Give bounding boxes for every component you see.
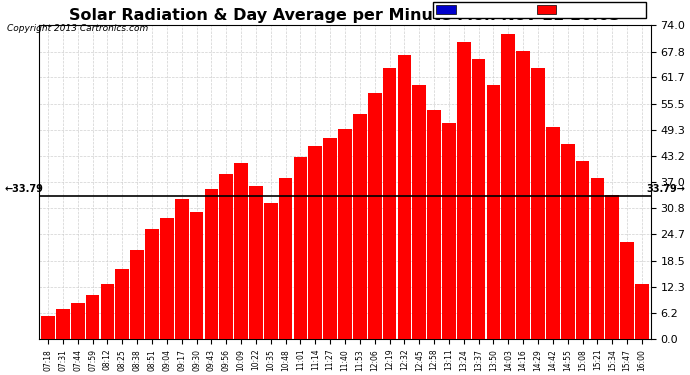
Text: Copyright 2013 Cartronics.com: Copyright 2013 Cartronics.com — [7, 24, 148, 33]
Text: 33.79→: 33.79→ — [647, 184, 685, 194]
Bar — [502, 34, 515, 339]
Bar — [620, 242, 634, 339]
Bar — [442, 123, 456, 339]
Bar — [338, 129, 352, 339]
Bar — [308, 146, 322, 339]
Bar — [635, 284, 649, 339]
Bar — [427, 110, 441, 339]
Bar — [383, 68, 396, 339]
Title: Solar Radiation & Day Average per Minute Mon Nov 11 16:03: Solar Radiation & Day Average per Minute… — [69, 8, 621, 23]
Bar — [531, 68, 545, 339]
Bar — [605, 195, 619, 339]
Bar — [145, 229, 159, 339]
Bar — [204, 189, 218, 339]
Bar — [472, 59, 486, 339]
Bar — [264, 203, 277, 339]
Bar — [115, 269, 129, 339]
Bar — [324, 138, 337, 339]
Bar — [294, 157, 307, 339]
Text: ←33.79: ←33.79 — [5, 184, 43, 194]
Bar — [175, 199, 188, 339]
Bar — [397, 55, 411, 339]
Bar — [160, 218, 174, 339]
Bar — [101, 284, 115, 339]
Bar — [486, 85, 500, 339]
Bar — [234, 163, 248, 339]
Legend: Median (w/m2), Radiation (w/m2): Median (w/m2), Radiation (w/m2) — [433, 2, 646, 18]
Bar — [368, 93, 382, 339]
Bar — [413, 85, 426, 339]
Bar — [249, 186, 263, 339]
Bar — [190, 212, 204, 339]
Bar — [219, 174, 233, 339]
Bar — [130, 250, 144, 339]
Bar — [56, 309, 70, 339]
Bar — [546, 127, 560, 339]
Bar — [86, 295, 99, 339]
Bar — [561, 144, 575, 339]
Bar — [516, 51, 530, 339]
Bar — [457, 42, 471, 339]
Bar — [575, 161, 589, 339]
Bar — [591, 178, 604, 339]
Bar — [279, 178, 293, 339]
Bar — [71, 303, 85, 339]
Bar — [41, 316, 55, 339]
Bar — [353, 114, 366, 339]
